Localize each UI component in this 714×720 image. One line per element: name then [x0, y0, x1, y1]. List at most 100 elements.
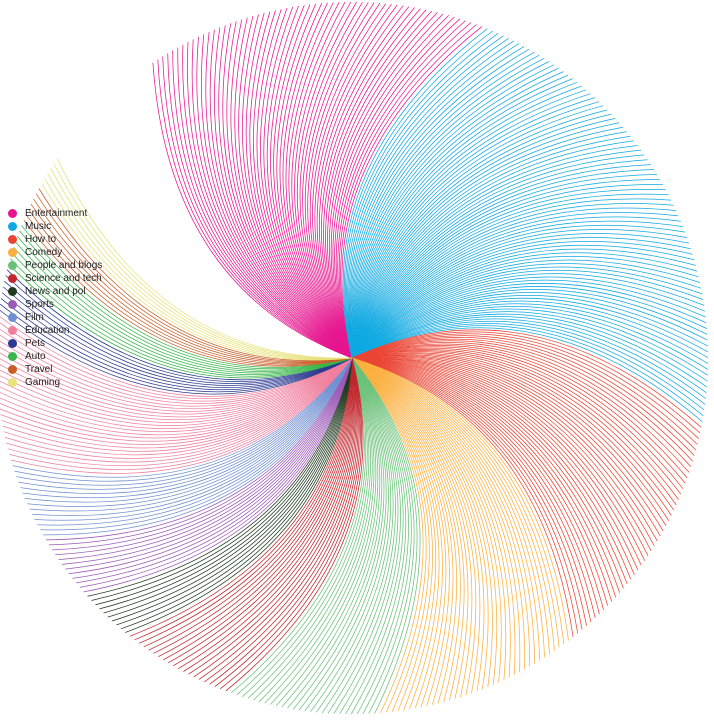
fan-line: [351, 164, 651, 359]
legend-swatch: [8, 287, 17, 296]
fan-line: [134, 357, 353, 641]
fan-line: [209, 29, 353, 359]
fan-line: [351, 357, 502, 683]
fan-line: [249, 11, 353, 359]
fan-line: [351, 350, 679, 500]
fan-line: [351, 357, 430, 712]
fan-line: [351, 244, 695, 359]
fan-line: [293, 357, 385, 710]
fan-line: [196, 36, 353, 359]
legend-label: Film: [25, 312, 44, 323]
fan-line: [351, 297, 709, 359]
fan-line: [2, 286, 353, 386]
fan-line: [351, 118, 616, 359]
fan-line: [2, 357, 353, 452]
legend-label: People and blogs: [25, 260, 103, 271]
fan-line: [345, 357, 407, 715]
fan-line: [351, 357, 649, 556]
fan-line: [0, 357, 353, 445]
fan-line: [351, 145, 638, 359]
fan-line: [0, 328, 353, 402]
fan-line: [351, 61, 550, 359]
fan-line: [351, 292, 708, 359]
fan-line: [296, 1, 357, 359]
fan-line: [253, 357, 371, 701]
fan-line: [95, 357, 353, 606]
fan-line: [298, 357, 387, 711]
fan-line: [225, 357, 364, 692]
fan-line: [351, 78, 573, 359]
fan-line: [351, 273, 705, 359]
fan-line: [351, 74, 569, 359]
fan-line: [339, 357, 404, 714]
fan-line: [351, 135, 631, 359]
fan-line: [25, 214, 353, 366]
fan-line: [0, 309, 353, 395]
fan-line: [351, 357, 465, 701]
fan-line: [351, 352, 675, 511]
fan-line: [226, 21, 353, 359]
fan-line: [287, 357, 383, 709]
fan-line: [55, 357, 353, 556]
fan-line: [323, 8, 421, 359]
fan-line: [230, 19, 353, 359]
fan-line: [0, 316, 353, 397]
fan-line: [348, 43, 520, 359]
fan-line: [351, 347, 684, 490]
legend-label: Education: [25, 325, 70, 336]
fan-line: [351, 308, 708, 376]
fan-line: [351, 224, 686, 359]
fan-line: [351, 269, 704, 359]
fan-line: [37, 357, 353, 526]
legend-item: Comedy: [8, 246, 102, 259]
fan-line: [27, 357, 353, 507]
fan-line: [351, 207, 677, 359]
fan-line: [204, 357, 359, 683]
fan-line: [351, 355, 664, 532]
legend-item: People and blogs: [8, 259, 102, 272]
fan-line: [351, 357, 579, 634]
fan-line: [351, 286, 707, 359]
fan-line: [351, 357, 550, 655]
fan-line: [16, 357, 353, 486]
fan-line: [338, 22, 472, 359]
fan-line: [334, 16, 455, 359]
fan-line: [349, 48, 530, 359]
fan-line: [28, 209, 353, 365]
fan-line: [351, 357, 536, 664]
fan-line: [351, 105, 604, 359]
fan-line: [33, 198, 353, 363]
fan-line: [351, 357, 600, 615]
fan-line: [191, 39, 353, 359]
fan-line: [351, 357, 642, 566]
fan-line: [351, 357, 481, 694]
fan-line: [173, 357, 354, 667]
fan-line: [111, 357, 353, 622]
fan-line: [65, 357, 353, 570]
fan-line: [351, 357, 652, 552]
fan-line: [45, 357, 353, 541]
fan-line: [329, 12, 438, 359]
fan-line: [247, 357, 370, 699]
legend-item: Entertainment: [8, 207, 102, 220]
fan-line: [351, 345, 688, 479]
fan-line: [351, 179, 661, 359]
fan-line: [4, 280, 353, 384]
legend-label: Comedy: [25, 247, 63, 258]
fan-line: [351, 357, 521, 673]
fan-line: [72, 357, 353, 579]
fan-line: [351, 174, 658, 359]
fan-line: [350, 51, 535, 359]
fan-line: [351, 229, 688, 359]
fan-line: [351, 71, 564, 359]
fan-line: [40, 357, 353, 531]
fan-line: [14, 357, 353, 482]
fan-line: [270, 357, 377, 705]
fan-line: [351, 325, 704, 417]
fan-line: [351, 259, 701, 359]
fan-line: [6, 269, 353, 381]
fan-line: [234, 17, 353, 359]
fan-line: [346, 37, 509, 359]
fan-line: [61, 357, 353, 565]
fan-line: [351, 356, 658, 542]
